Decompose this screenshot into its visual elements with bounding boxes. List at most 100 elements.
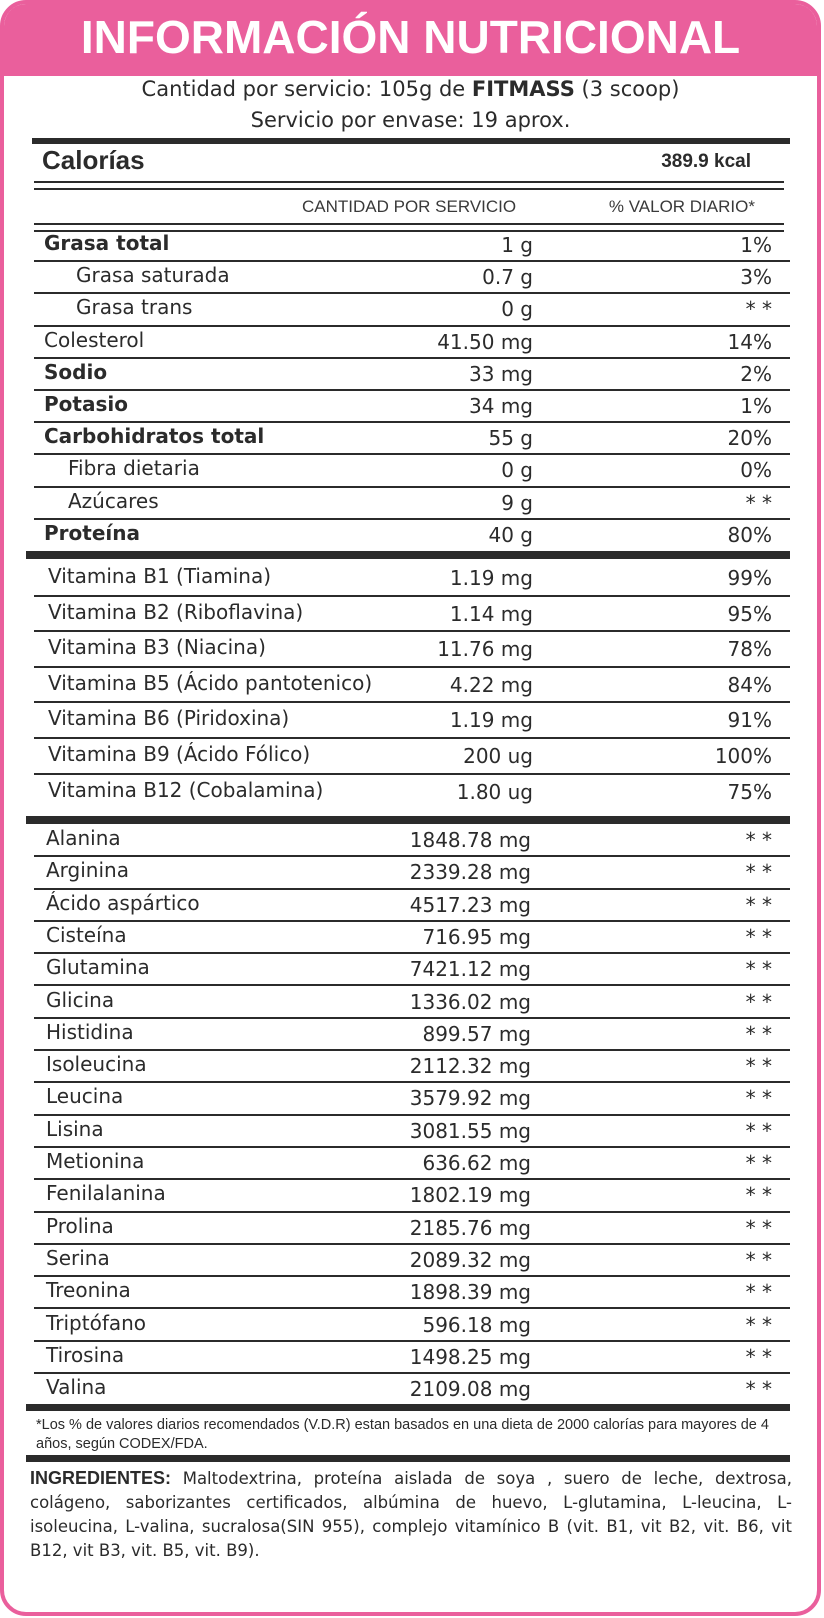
amino-acid-row: Lisina 3081.55 mg * * bbox=[34, 1116, 790, 1148]
row-divider bbox=[34, 517, 790, 520]
row-divider bbox=[34, 772, 790, 775]
ingredients-text: Maltodextrina, proteína aislada de soya … bbox=[30, 1469, 792, 1560]
nutrient-daily-value: 80% bbox=[727, 522, 772, 547]
nutrient-row: Colesterol 41.50 mg 14% bbox=[34, 327, 790, 359]
row-divider bbox=[34, 292, 790, 295]
nutrient-amount: 1336.02 mg bbox=[409, 989, 531, 1014]
vitamin-row: Vitamina B9 (Ácido Fólico) 200 ug 100% bbox=[34, 739, 790, 775]
nutrient-amount: 2112.32 mg bbox=[409, 1054, 531, 1079]
nutrient-amount: 200 ug bbox=[463, 744, 533, 768]
amino-acid-row: Glicina 1336.02 mg * * bbox=[34, 987, 790, 1019]
row-divider bbox=[34, 1339, 790, 1342]
nutrient-name: Leucina bbox=[46, 1084, 124, 1109]
row-divider bbox=[34, 984, 790, 987]
nutrient-amount: 2089.32 mg bbox=[409, 1247, 531, 1272]
vitamin-row: Vitamina B6 (Piridoxina) 1.19 mg 91% bbox=[34, 703, 790, 739]
serving-size: Cantidad por servicio: 105g de FITMASS (… bbox=[4, 77, 817, 101]
nutrient-amount: 3081.55 mg bbox=[409, 1118, 531, 1143]
nutrient-name: Histidina bbox=[46, 1019, 134, 1044]
nutrient-name: Glutamina bbox=[46, 955, 150, 980]
nutrient-daily-value: * * bbox=[745, 297, 772, 322]
nutrient-daily-value: * * bbox=[745, 1247, 772, 1272]
nutrient-name: Vitamina B2 (Riboflavina) bbox=[48, 599, 304, 624]
row-divider bbox=[34, 701, 790, 704]
column-header-daily-value: % VALOR DIARIO* bbox=[608, 197, 755, 216]
divider-thick bbox=[26, 816, 790, 824]
nutrient-daily-value: * * bbox=[745, 989, 772, 1014]
row-divider bbox=[34, 630, 790, 633]
nutrient-daily-value: * * bbox=[745, 1021, 772, 1046]
amino-acid-row: Fenilalanina 1802.19 mg * * bbox=[34, 1180, 790, 1213]
row-divider bbox=[34, 919, 790, 922]
nutrient-name: Triptófano bbox=[46, 1310, 147, 1335]
amino-acid-row: Valina 2109.08 mg * * bbox=[34, 1374, 790, 1406]
nutrient-daily-value: * * bbox=[745, 924, 772, 949]
amino-acid-row: Ácido aspártico 4517.23 mg * * bbox=[34, 890, 790, 922]
nutrient-amount: 1498.25 mg bbox=[409, 1344, 531, 1369]
nutrient-name: Isoleucina bbox=[46, 1052, 147, 1077]
nutrient-amount: 1898.39 mg bbox=[409, 1280, 531, 1305]
row-divider bbox=[34, 1016, 790, 1019]
nutrient-row: Sodio 33 mg 2% bbox=[34, 359, 790, 391]
nutrient-daily-value: 100% bbox=[714, 744, 772, 768]
nutrient-name: Vitamina B5 (Ácido pantotenico) bbox=[48, 670, 373, 695]
nutrient-amount: 9 g bbox=[501, 490, 533, 515]
divider-thin bbox=[34, 188, 784, 190]
nutrient-amount: 0 g bbox=[501, 458, 533, 483]
nutrient-daily-value: * * bbox=[745, 1054, 772, 1079]
nutrient-name: Colesterol bbox=[44, 327, 145, 352]
amino-acid-row: Arginina 2339.28 mg * * bbox=[34, 857, 790, 890]
row-divider bbox=[34, 260, 790, 263]
row-divider bbox=[34, 356, 790, 359]
amino-acid-row: Cisteína 716.95 mg * * bbox=[34, 922, 790, 955]
nutrient-daily-value: * * bbox=[745, 1151, 772, 1175]
row-divider bbox=[34, 1049, 790, 1052]
vitamin-row: Vitamina B2 (Riboflavina) 1.14 mg 95% bbox=[34, 597, 790, 633]
divider-thick bbox=[32, 138, 790, 144]
nutrient-amount: 0 g bbox=[501, 297, 533, 322]
amino-acid-row: Metionina 636.62 mg * * bbox=[34, 1148, 790, 1181]
nutrient-amount: 4.22 mg bbox=[449, 672, 533, 697]
nutrient-row: Fibra dietaria 0 g 0% bbox=[34, 455, 790, 488]
nutrient-amount: 716.95 mg bbox=[422, 924, 531, 949]
nutrient-daily-value: * * bbox=[745, 1312, 772, 1337]
servings-per-container: Servicio por envase: 19 aprox. bbox=[250, 108, 571, 132]
page-title: INFORMACIÓN NUTRICIONAL bbox=[80, 11, 741, 63]
nutrient-amount: 1.19 mg bbox=[449, 566, 533, 590]
row-divider bbox=[34, 453, 790, 456]
nutrient-name: Treonina bbox=[46, 1278, 131, 1303]
nutrient-amount: 4517.23 mg bbox=[409, 892, 531, 917]
nutrient-amount: 2339.28 mg bbox=[409, 860, 531, 885]
divider-thick bbox=[26, 551, 790, 559]
nutrient-name: Carbohidratos total bbox=[44, 424, 265, 449]
nutrient-daily-value: * * bbox=[745, 957, 772, 982]
divider-thin bbox=[34, 181, 784, 183]
nutrient-name: Glicina bbox=[46, 987, 115, 1012]
amino-acid-row: Triptófano 596.18 mg * * bbox=[34, 1310, 790, 1342]
row-divider bbox=[34, 324, 790, 327]
row-divider bbox=[34, 1113, 790, 1116]
vitamin-row: Vitamina B5 (Ácido pantotenico) 4.22 mg 84… bbox=[34, 668, 790, 704]
nutrient-daily-value: * * bbox=[745, 1280, 772, 1305]
nutrient-row: Proteína 40 g 80% bbox=[34, 520, 790, 552]
nutrient-amount: 636.62 mg bbox=[422, 1151, 531, 1175]
nutrient-amount: 1802.19 mg bbox=[409, 1183, 531, 1208]
row-divider bbox=[34, 736, 790, 739]
calories-value: 389.9 kcal bbox=[661, 151, 751, 172]
nutrient-name: Tirosina bbox=[46, 1342, 125, 1367]
nutrient-amount: 34 mg bbox=[469, 394, 533, 418]
nutrient-daily-value: * * bbox=[745, 892, 772, 917]
nutrient-daily-value: * * bbox=[745, 1183, 772, 1208]
nutrient-amount: 33 mg bbox=[469, 361, 533, 386]
calories-label: Calorías bbox=[42, 145, 145, 175]
nutrient-row: Grasa saturada 0.7 g 3% bbox=[34, 262, 790, 295]
vitamin-row: Vitamina B1 (Tiamina) 1.19 mg 99% bbox=[34, 561, 790, 597]
nutrient-daily-value: * * bbox=[745, 860, 772, 885]
nutrient-row: Azúcares 9 g * * bbox=[34, 488, 790, 520]
nutrient-daily-value: 14% bbox=[727, 329, 772, 354]
nutrient-name: Serina bbox=[46, 1245, 110, 1270]
nutrient-name: Metionina bbox=[46, 1149, 145, 1173]
brand-name: FITMASS bbox=[471, 77, 575, 101]
amino-acid-row: Histidina 899.57 mg * * bbox=[34, 1019, 790, 1052]
nutrient-daily-value: * * bbox=[745, 1215, 772, 1240]
